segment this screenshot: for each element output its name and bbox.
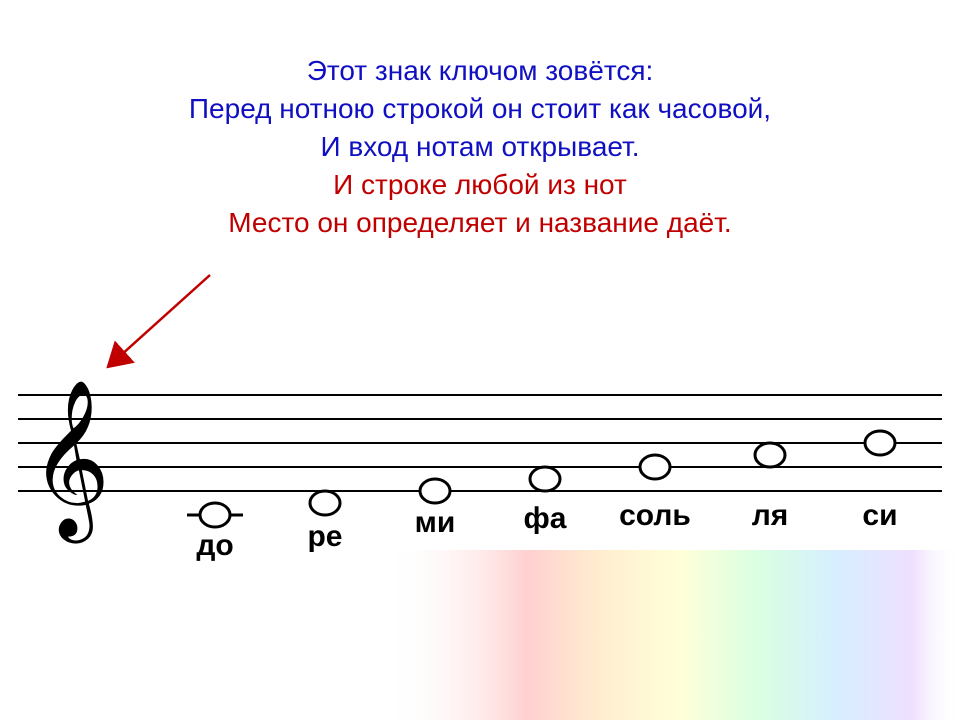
note-head bbox=[310, 491, 340, 515]
poem-line: И вход нотам открывает. bbox=[0, 128, 960, 166]
note-head bbox=[865, 431, 895, 455]
note-head bbox=[420, 479, 450, 503]
poem-line: И строке любой из нот bbox=[0, 166, 960, 204]
note-head bbox=[200, 503, 230, 527]
note-label: си bbox=[862, 499, 897, 532]
note-label: фа bbox=[524, 502, 567, 535]
note-label: ля bbox=[752, 499, 789, 532]
poem-line: Этот знак ключом зовётся: bbox=[0, 52, 960, 90]
note-label: ре bbox=[307, 520, 342, 553]
note-head bbox=[755, 443, 785, 467]
poem-line: Место он определяет и название даёт. bbox=[0, 204, 960, 242]
poem-line: Перед нотною строкой он стоит как часово… bbox=[0, 90, 960, 128]
rainbow-background bbox=[0, 550, 960, 720]
note-head bbox=[530, 467, 560, 491]
poem-block: Этот знак ключом зовётся:Перед нотною ст… bbox=[0, 0, 960, 242]
note-label: до bbox=[196, 529, 233, 562]
note-label: ми bbox=[415, 506, 456, 539]
note-head bbox=[640, 455, 670, 479]
note-label: соль bbox=[619, 499, 691, 532]
treble-clef: 𝄞 bbox=[30, 381, 110, 544]
